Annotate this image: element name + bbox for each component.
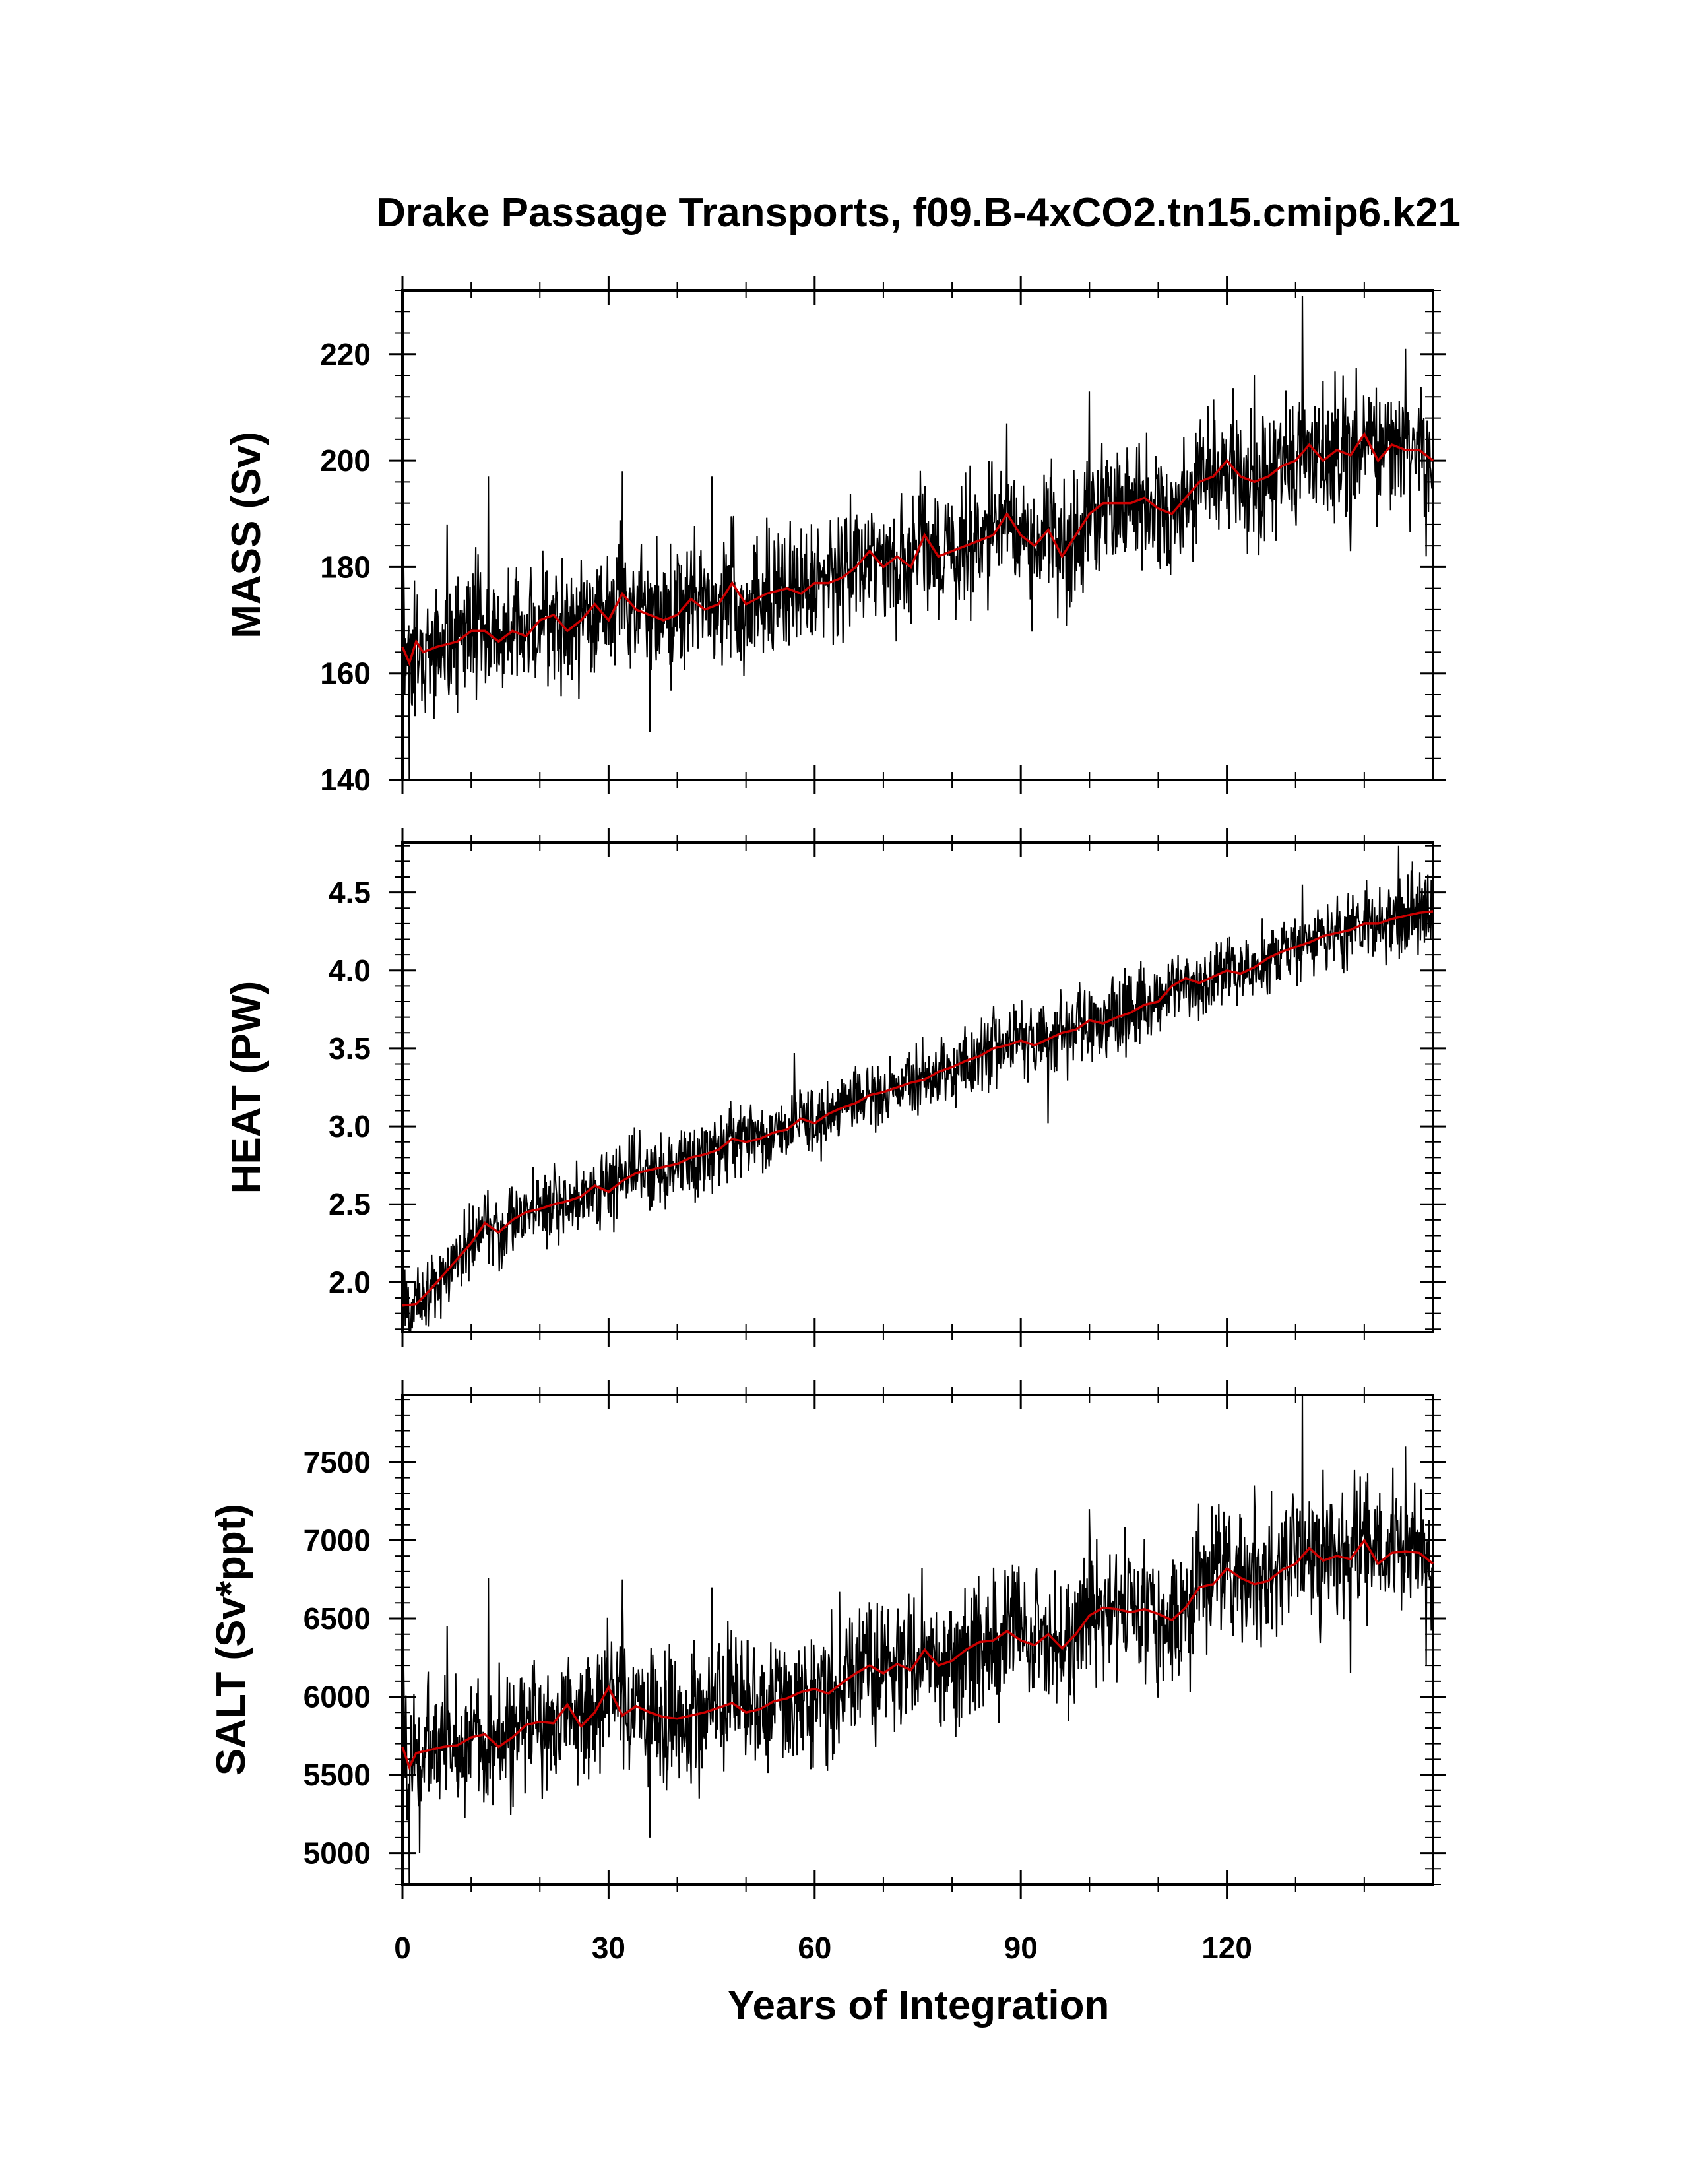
ytick-label: 3.5 <box>329 1031 371 1066</box>
x-axis-label: Years of Integration <box>728 1983 1110 2028</box>
ytick-label: 4.5 <box>329 876 371 910</box>
monthly-series-line <box>401 845 1434 1333</box>
tick-marks <box>389 1380 1446 1899</box>
ytick-label: 6000 <box>303 1680 371 1714</box>
ytick-label: 220 <box>320 337 371 371</box>
annual-mean-line <box>402 910 1434 1307</box>
ytick-label-group: 140 160 180 200 220 <box>320 337 371 797</box>
ytick-label: 4.0 <box>329 953 371 988</box>
tick-marks <box>389 276 1446 794</box>
y-axis-label: MASS (Sv) <box>224 432 269 638</box>
ytick-label: 5500 <box>303 1758 371 1792</box>
y-axis-label: HEAT (PW) <box>224 981 269 1194</box>
ytick-label: 5000 <box>303 1836 371 1871</box>
series-group <box>401 296 1434 781</box>
ytick-label: 200 <box>320 443 371 478</box>
annual-mean-line <box>401 1538 1434 1770</box>
tick-marks <box>389 828 1446 1347</box>
ytick-label: 7000 <box>303 1523 371 1557</box>
ytick-label-group: 5000 5500 6000 6500 7000 7500 <box>303 1445 371 1871</box>
panel-heat: 2.0 2.5 3.0 3.5 4.0 4.5 HEAT (PW) <box>224 828 1446 1347</box>
figure-title: Drake Passage Transports, f09.B-4xCO2.tn… <box>376 190 1461 236</box>
ytick-label: 140 <box>320 763 371 797</box>
annual-mean-line <box>401 432 1434 666</box>
ytick-label: 180 <box>320 550 371 584</box>
plot-frame <box>401 841 1434 1333</box>
xtick-label: 120 <box>1201 1931 1252 1965</box>
ytick-label: 2.5 <box>329 1187 371 1221</box>
monthly-series-line <box>401 1394 1434 1885</box>
ytick-label: 3.0 <box>329 1109 371 1143</box>
xtick-label: 0 <box>394 1931 411 1965</box>
y-axis-label: SALT (Sv*ppt) <box>208 1504 254 1776</box>
panel-salt: 5000 5500 6000 6500 7000 7500 SALT (Sv*ppt) <box>208 1380 1446 1899</box>
panel-mass: 140 160 180 200 220 MASS (Sv) <box>224 276 1446 797</box>
series-group <box>401 845 1434 1333</box>
plot-frame <box>401 1394 1434 1886</box>
ytick-label: 7500 <box>303 1445 371 1479</box>
ytick-label: 160 <box>320 657 371 691</box>
xtick-label: 90 <box>1004 1931 1038 1965</box>
ytick-label: 2.0 <box>329 1265 371 1299</box>
ytick-label-group: 2.0 2.5 3.0 3.5 4.0 4.5 <box>329 876 371 1300</box>
xtick-label: 60 <box>798 1931 831 1965</box>
xtick-label: 30 <box>592 1931 625 1965</box>
plot-frame <box>401 289 1434 781</box>
ytick-label: 6500 <box>303 1601 371 1636</box>
monthly-series-line <box>401 296 1434 781</box>
series-group <box>401 1394 1434 1885</box>
xtick-label-group: 0 30 60 90 120 <box>394 1931 1252 1965</box>
